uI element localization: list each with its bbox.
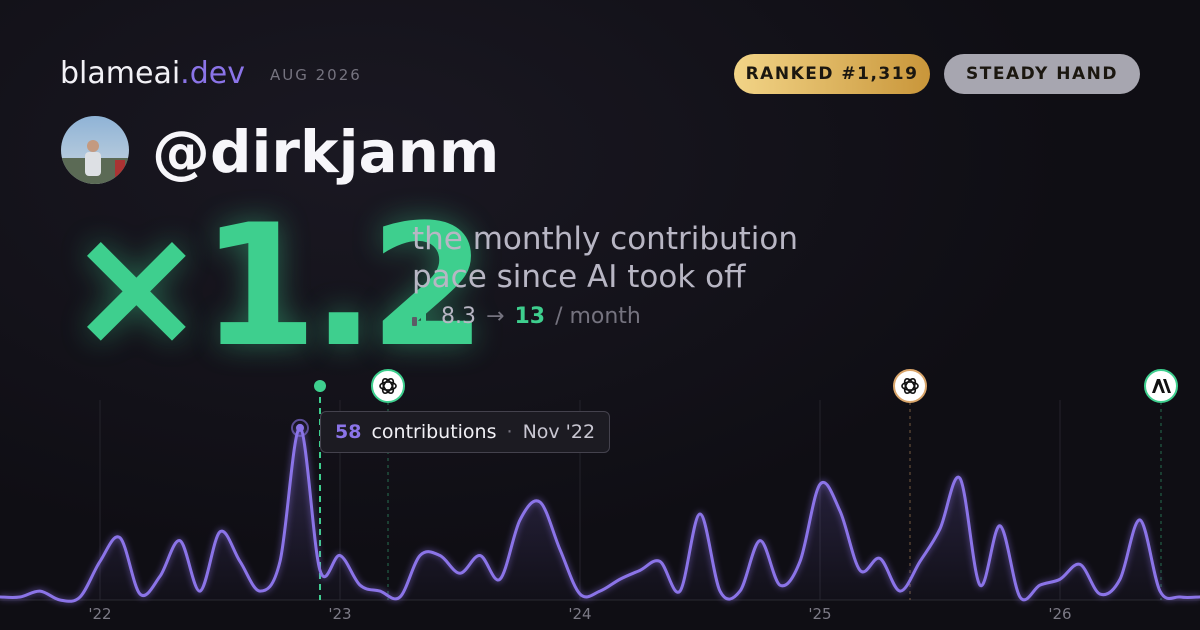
openai-icon [893,369,927,403]
pace-row: 8.3 → 13 / month [411,304,641,329]
hover-point [296,423,304,432]
tooltip-date: Nov '22 [522,421,596,443]
tooltip-separator: · [506,421,513,443]
x-tick-label: '23 [328,605,351,623]
hover-ring [291,418,309,437]
pace-after: 13 [514,304,546,329]
pace-before: 8.3 [441,304,476,329]
brand-suffix: .dev [180,56,245,91]
caption-line: pace since AI took off [412,259,746,295]
pace-icon [412,308,426,326]
ai-takeoff-dot [314,380,326,392]
pace-arrow: → [486,304,505,329]
handle: @dirkjanm [152,118,500,186]
brand: blameai.dev [60,56,245,91]
caption-line: the monthly contribution [412,221,799,257]
tooltip: 58 contributions · Nov '22 [320,411,611,453]
brand-name: blameai [60,56,181,91]
x-tick-label: '25 [808,605,831,623]
multiplier: ×1.2 [66,188,486,384]
anthropic-icon [1144,369,1178,403]
area [0,427,1200,602]
caption: the monthly contribution pace since AI t… [412,220,798,296]
openai-icon [371,369,405,403]
pace-unit: / month [555,304,641,329]
x-tick-label: '22 [88,605,111,623]
tooltip-label: contributions [371,421,497,443]
period: AUG 2026 [270,66,362,84]
x-tick-label: '26 [1048,605,1071,623]
rank-badge: RANKED #1,319 [734,54,930,94]
avatar [61,116,129,184]
style-badge: STEADY HAND [944,54,1140,94]
line [0,426,1200,603]
tooltip-value: 58 [335,421,362,443]
x-tick-label: '24 [568,605,591,623]
